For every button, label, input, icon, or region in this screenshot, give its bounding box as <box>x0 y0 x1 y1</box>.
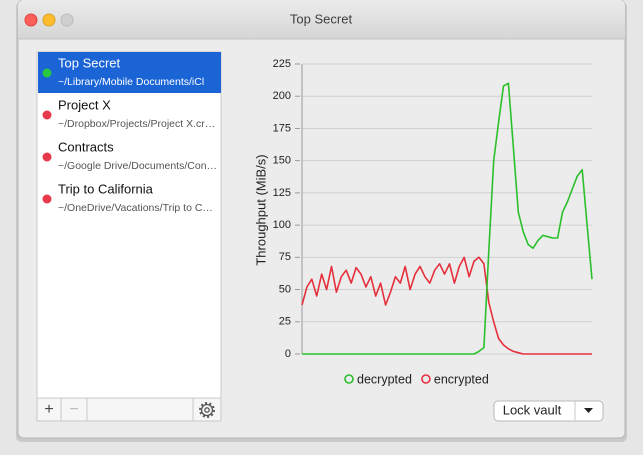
legend-label: decrypted <box>357 372 412 386</box>
zoom-button[interactable] <box>60 13 74 27</box>
y-tick-label: 175 <box>273 122 291 134</box>
y-tick-label: 75 <box>279 251 291 263</box>
y-tick-label: 50 <box>279 283 291 295</box>
status-dot <box>42 152 52 162</box>
vault-row[interactable]: Trip to California ~/OneDrive/Vacations/T… <box>42 181 213 214</box>
vault-name: Contracts <box>58 139 114 154</box>
titlebar <box>18 0 625 39</box>
dropdown-arrow[interactable] <box>584 408 593 413</box>
vault-row[interactable]: Top Secret ~/Library/Mobile Documents/iCl <box>38 52 221 93</box>
vault-name: Trip to California <box>58 181 154 196</box>
vault-path: ~/Google Drive/Documents/Con… <box>58 160 217 172</box>
legend-marker <box>421 374 431 384</box>
sidebar-toolbar <box>36 397 222 422</box>
vault-path: ~/Dropbox/Projects/Project X.cr… <box>58 118 215 130</box>
series-line <box>301 256 592 355</box>
y-tick-label: 225 <box>273 58 291 70</box>
status-dot <box>42 110 52 120</box>
vault-row[interactable]: Project X ~/Dropbox/Projects/Project X.cr… <box>42 97 216 130</box>
vault-row[interactable]: Contracts ~/Google Drive/Documents/Con… <box>42 139 218 172</box>
vault-path: ~/Library/Mobile Documents/iCl <box>58 76 204 88</box>
remove-button[interactable]: − <box>69 401 78 418</box>
minimize-button[interactable] <box>42 13 56 27</box>
add-button[interactable]: + <box>44 401 53 418</box>
series-line <box>302 82 593 355</box>
y-tick-label: 100 <box>273 219 291 231</box>
gear-teeth <box>199 402 215 418</box>
vault-name: Top Secret <box>58 55 121 70</box>
legend-marker <box>344 374 354 384</box>
vault-list: Top Secret ~/Library/Mobile Documents/iCl… <box>38 52 221 214</box>
settings-button[interactable] <box>199 402 215 418</box>
gear-hub <box>204 407 210 413</box>
y-tick-label: 125 <box>273 187 291 199</box>
y-tick-label: 200 <box>273 90 291 102</box>
legend-label: encrypted <box>434 372 489 386</box>
vault-name: Project X <box>58 97 111 112</box>
chart: 0 25 50 75 100 125 150 175 200 225 decrypted encryp… <box>273 58 593 386</box>
lock-button[interactable] <box>493 400 604 422</box>
close-button[interactable] <box>24 13 38 27</box>
selection <box>38 52 221 93</box>
status-dot <box>42 68 52 78</box>
y-tick-label: 150 <box>273 155 291 167</box>
y-axis-label: Throughput (MiB/s) <box>253 154 268 265</box>
vault-path: ~/OneDrive/Vacations/Trip to C… <box>58 202 213 214</box>
y-tick-label: 0 <box>285 348 291 360</box>
status-dot <box>42 194 52 204</box>
gear-icon <box>200 403 214 417</box>
window-title: Top Secret <box>290 11 353 26</box>
y-tick-label: 25 <box>279 316 291 328</box>
lock-button-label: Lock vault <box>503 402 562 417</box>
